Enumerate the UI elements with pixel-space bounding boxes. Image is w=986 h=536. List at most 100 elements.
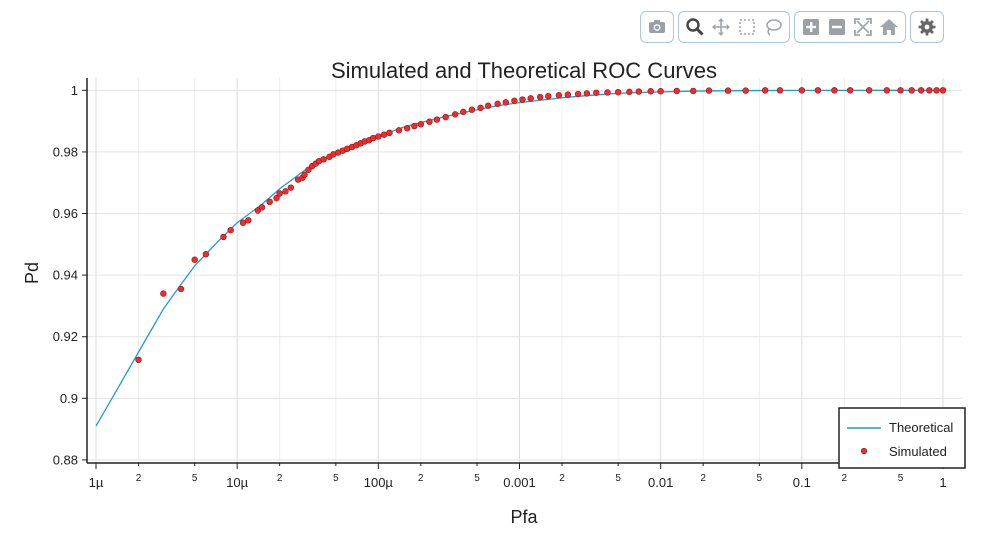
x-tick-label: 1µ	[89, 475, 104, 490]
simulated-point	[245, 217, 252, 224]
box-select-icon[interactable]	[735, 15, 759, 39]
simulated-point	[689, 87, 697, 95]
legend-box	[838, 407, 966, 469]
simulated-point	[442, 113, 449, 121]
simulated-point	[258, 204, 266, 211]
camera-icon[interactable]	[645, 15, 669, 39]
y-axis-title: Pd	[22, 262, 42, 284]
x-minor-tick-label: 5	[192, 473, 198, 484]
simulated-point	[798, 87, 806, 94]
simulated-point	[287, 184, 295, 191]
simulated-point	[395, 127, 403, 134]
plot-area	[95, 87, 947, 427]
simulated-point	[865, 87, 873, 94]
simulated-point	[451, 111, 459, 118]
simulated-point	[502, 99, 510, 106]
autoscale-icon[interactable]	[851, 15, 875, 39]
settings-icon[interactable]	[915, 15, 939, 39]
x-tick-label: 0.001	[503, 475, 536, 490]
simulated-point	[426, 118, 433, 125]
x-tick-label: 1	[939, 475, 946, 490]
simulated-point	[814, 87, 822, 94]
simulated-point	[433, 116, 441, 123]
simulated-point	[380, 131, 388, 138]
simulated-point	[831, 87, 838, 94]
legend-theoretical-label: Theoretical	[889, 420, 953, 435]
y-tick-label: 0.92	[53, 329, 78, 344]
zoom-icon[interactable]	[683, 15, 707, 39]
simulated-point	[191, 256, 198, 263]
simulated-point	[724, 87, 732, 94]
legend-simulated-swatch	[860, 447, 868, 455]
simulated-point	[386, 129, 393, 137]
simulated-point	[477, 104, 484, 112]
simulated-point	[593, 89, 600, 96]
x-tick-label: 100µ	[364, 475, 394, 490]
toolbar-group-view	[794, 11, 906, 43]
x-tick-label: 0.01	[648, 475, 673, 490]
simulated-point	[484, 102, 492, 109]
simulated-point	[301, 171, 308, 178]
simulated-point	[202, 250, 210, 258]
x-minor-tick-label: 5	[898, 473, 904, 484]
legend-simulated-label: Simulated	[889, 444, 947, 459]
simulated-point	[917, 87, 925, 94]
simulated-point	[583, 90, 591, 97]
simulated-point	[266, 198, 273, 206]
simulated-point	[776, 87, 784, 94]
toolbar-group-export	[640, 11, 674, 43]
simulated-point	[411, 122, 418, 130]
simulated-point	[761, 87, 769, 94]
simulated-point	[519, 96, 526, 103]
simulated-point	[494, 100, 501, 108]
reset-axes-icon[interactable]	[877, 15, 901, 39]
simulated-point	[239, 219, 247, 226]
simulated-point	[939, 87, 947, 94]
x-minor-tick-label: 2	[136, 473, 142, 484]
simulated-point	[276, 190, 283, 197]
pan-icon[interactable]	[709, 15, 733, 39]
simulated-point	[635, 88, 642, 95]
simulated-point	[555, 92, 563, 99]
simulated-point	[273, 194, 280, 202]
toolbar-group-tools	[678, 11, 790, 43]
x-minor-tick-label: 2	[277, 473, 283, 484]
x-minor-tick-label: 5	[757, 473, 763, 484]
y-tick-label: 0.98	[53, 144, 78, 159]
simulated-point	[564, 91, 572, 98]
simulated-point	[220, 233, 227, 241]
simulated-point	[227, 226, 234, 234]
toolbar-group-settings	[910, 11, 944, 43]
x-tick-label: 0.1	[793, 475, 811, 490]
lasso-select-icon[interactable]	[761, 15, 785, 39]
simulated-point	[614, 88, 622, 96]
simulated-point	[177, 285, 185, 293]
legend[interactable]: Theoretical Simulated	[838, 407, 966, 469]
x-minor-tick-label: 2	[559, 473, 565, 484]
simulated-point	[883, 87, 891, 94]
simulated-point	[673, 87, 680, 95]
simulated-point	[908, 87, 915, 94]
simulated-point	[926, 87, 933, 94]
chart-toolbar	[640, 11, 944, 43]
simulated-point	[742, 87, 749, 94]
simulated-point	[403, 124, 411, 132]
x-minor-tick-label: 5	[615, 473, 621, 484]
simulated-point	[460, 108, 467, 116]
chart-title: Simulated and Theoretical ROC Curves	[331, 58, 717, 83]
simulated-point	[254, 207, 261, 214]
zoom-in-icon[interactable]	[799, 15, 823, 39]
y-tick-label: 0.9	[60, 391, 78, 406]
zoom-out-icon[interactable]	[825, 15, 849, 39]
simulated-point	[375, 133, 382, 140]
simulated-point	[468, 106, 476, 113]
x-tick-label: 10µ	[226, 475, 248, 490]
simulated-point	[705, 87, 713, 94]
simulated-point	[846, 87, 854, 94]
y-tick-label: 0.96	[53, 206, 78, 221]
simulated-point	[604, 89, 611, 96]
simulated-point	[511, 97, 518, 104]
x-minor-tick-label: 5	[333, 473, 339, 484]
simulated-point	[536, 93, 544, 101]
